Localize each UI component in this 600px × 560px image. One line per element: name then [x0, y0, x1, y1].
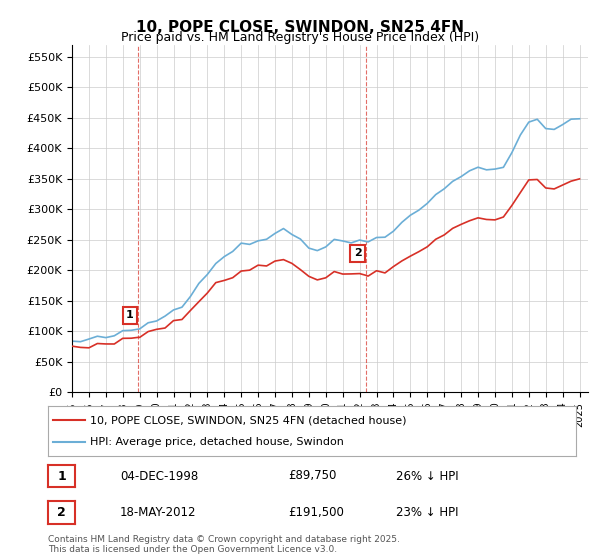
Text: 1: 1	[126, 310, 134, 320]
Text: 26% ↓ HPI: 26% ↓ HPI	[396, 469, 458, 483]
Text: 18-MAY-2012: 18-MAY-2012	[120, 506, 197, 519]
Text: 04-DEC-1998: 04-DEC-1998	[120, 469, 198, 483]
Text: 10, POPE CLOSE, SWINDON, SN25 4FN: 10, POPE CLOSE, SWINDON, SN25 4FN	[136, 20, 464, 35]
Text: Price paid vs. HM Land Registry's House Price Index (HPI): Price paid vs. HM Land Registry's House …	[121, 31, 479, 44]
Text: 2: 2	[57, 506, 66, 519]
Text: £191,500: £191,500	[288, 506, 344, 519]
Text: HPI: Average price, detached house, Swindon: HPI: Average price, detached house, Swin…	[90, 437, 344, 447]
Text: 2: 2	[354, 248, 361, 258]
Text: 23% ↓ HPI: 23% ↓ HPI	[396, 506, 458, 519]
Text: £89,750: £89,750	[288, 469, 337, 483]
Text: 10, POPE CLOSE, SWINDON, SN25 4FN (detached house): 10, POPE CLOSE, SWINDON, SN25 4FN (detac…	[90, 415, 407, 425]
Text: Contains HM Land Registry data © Crown copyright and database right 2025.
This d: Contains HM Land Registry data © Crown c…	[48, 535, 400, 554]
Text: 1: 1	[57, 469, 66, 483]
